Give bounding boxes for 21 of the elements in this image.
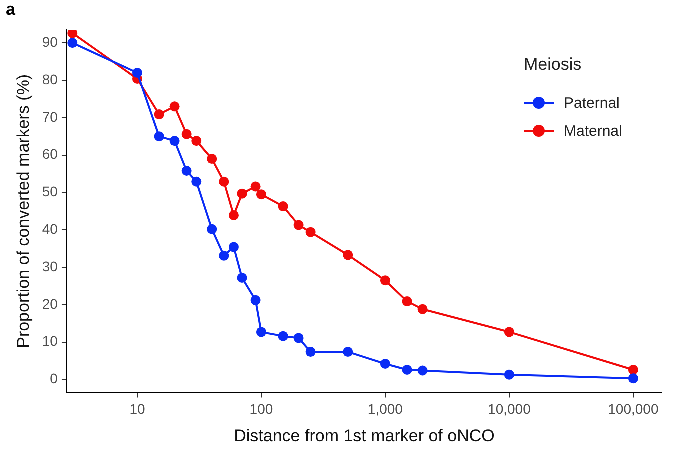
x-axis-title: Distance from 1st marker of oNCO bbox=[234, 426, 495, 446]
y-tick-label: 10 bbox=[42, 333, 58, 350]
y-tick-label: 80 bbox=[42, 71, 58, 88]
legend-label: Paternal bbox=[564, 94, 620, 112]
legend-label: Maternal bbox=[564, 122, 622, 140]
x-tick-label: 10 bbox=[130, 401, 146, 418]
y-tick-label: 70 bbox=[42, 108, 58, 125]
y-tick-label: 20 bbox=[42, 296, 58, 312]
text: a bbox=[6, 0, 16, 20]
y-tick-label: 30 bbox=[42, 258, 58, 274]
legend-title: Meiosis bbox=[524, 55, 583, 75]
y-tick-label: 90 bbox=[42, 34, 58, 50]
x-tick-label: 100 bbox=[250, 401, 274, 418]
y-tick-label: 0 bbox=[50, 370, 58, 387]
y-tick-label: 40 bbox=[42, 220, 58, 237]
y-tick-label: 60 bbox=[42, 146, 58, 162]
x-tick-label: 100,000 bbox=[608, 401, 659, 418]
y-tick-label: 50 bbox=[42, 184, 58, 200]
x-tick-label: 10,000 bbox=[488, 401, 532, 418]
x-tick-label: 1,000 bbox=[368, 401, 404, 418]
y-axis-title: Proportion of converted markers (%) bbox=[14, 74, 33, 348]
